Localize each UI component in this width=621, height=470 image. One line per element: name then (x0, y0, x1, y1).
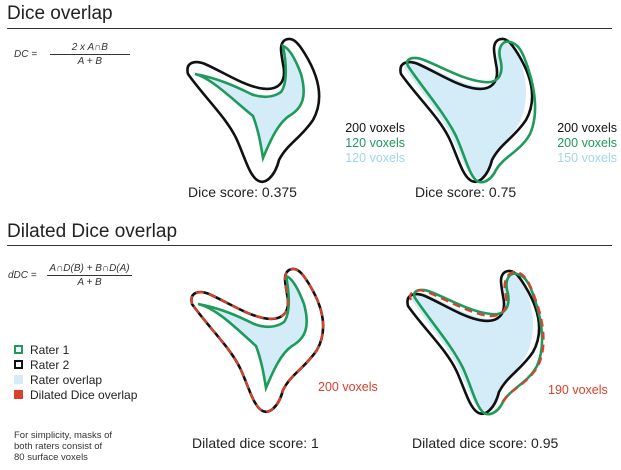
rater2-voxel-count: 200 voxels (557, 121, 617, 135)
rater1-outline (197, 274, 308, 393)
dice-formula-numerator: 2 x A∩B (71, 42, 108, 53)
light-blue-square-icon (14, 375, 23, 384)
dilated-formula-fraction: A∩D(B) + B∩D(A) A + B (47, 263, 132, 288)
dice-formula-denominator: A + B (49, 54, 130, 67)
legend-label: Dilated Dice overlap (30, 387, 138, 402)
dilated-formula-numerator: A∩D(B) + B∩D(A) (49, 263, 130, 274)
rater1-voxel-count: 120 voxels (345, 136, 405, 150)
dilated-diagram-1 (190, 267, 325, 413)
dice-heading: Dice overlap (7, 3, 113, 24)
legend-item-rater1: Rater 1 (14, 342, 137, 357)
rater2-outline (186, 37, 321, 183)
dice-diagram-2 (399, 37, 537, 184)
dilated-divider (7, 245, 612, 246)
dilated-formula-lhs: dDC = (8, 270, 37, 281)
dice-score-2: Dice score: 0.75 (415, 184, 517, 200)
overlap-voxel-count: 120 voxels (345, 151, 405, 165)
dice-counts-1: 200 voxels 120 voxels 120 voxels (328, 121, 405, 166)
dice-score-1: Dice score: 0.375 (188, 184, 297, 200)
legend-item-rater2: Rater 2 (14, 357, 137, 372)
dice-divider (7, 28, 612, 29)
rater-overlap-region (403, 43, 526, 179)
dice-formula-fraction: 2 x A∩B A + B (49, 42, 130, 67)
legend-item-overlap: Rater overlap (14, 372, 137, 387)
rater-overlap-region (195, 46, 304, 158)
dilated-overlap-outline (190, 267, 325, 413)
rater1-outline (405, 40, 537, 184)
legend: Rater 1 Rater 2 Rater overlap Dilated Di… (14, 342, 137, 402)
rater2-outline (399, 37, 534, 183)
dice-diagram-1 (186, 37, 321, 183)
dilated-overlap-outline (409, 270, 545, 405)
dice-formula: DC = 2 x A∩B A + B (14, 42, 130, 67)
dice-formula-lhs: DC = (14, 49, 38, 60)
dilated-voxels-1: 200 voxels (318, 380, 378, 394)
dilated-formula-denominator: A + B (47, 275, 132, 288)
dilated-score-1: Dilated dice score: 1 (192, 435, 319, 451)
legend-note: For simplicity, masks of both raters con… (14, 430, 113, 463)
rater-overlap-region (410, 275, 533, 411)
dilated-voxels-2: 190 voxels (548, 383, 608, 397)
dice-counts-2: 200 voxels 200 voxels 150 voxels (540, 121, 617, 166)
rater1-voxel-count: 200 voxels (557, 136, 617, 150)
legend-item-dilated: Dilated Dice overlap (14, 387, 137, 402)
rater-overlap-region (198, 276, 307, 388)
legend-label: Rater 2 (30, 357, 70, 372)
dilated-diagram-2 (406, 269, 545, 416)
red-square-icon (14, 390, 23, 399)
dilated-formula: dDC = A∩D(B) + B∩D(A) A + B (8, 263, 132, 288)
green-outline-square-icon (14, 345, 23, 354)
rater2-outline (406, 269, 541, 415)
legend-label: Rater 1 (30, 342, 70, 357)
dilated-heading: Dilated Dice overlap (7, 221, 178, 242)
overlap-voxel-count: 150 voxels (557, 151, 617, 165)
rater2-voxel-count: 200 voxels (345, 121, 405, 135)
legend-label: Rater overlap (30, 372, 103, 387)
black-outline-square-icon (14, 360, 23, 369)
rater1-outline (194, 44, 305, 163)
dilated-score-2: Dilated dice score: 0.95 (412, 435, 559, 451)
